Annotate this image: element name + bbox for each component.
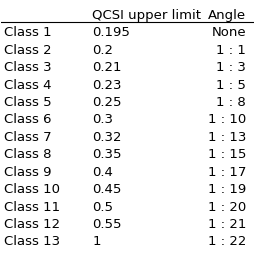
- Text: Class 1: Class 1: [4, 26, 51, 39]
- Text: Class 7: Class 7: [4, 131, 51, 144]
- Text: 1 : 1: 1 : 1: [215, 44, 245, 57]
- Text: 1 : 8: 1 : 8: [215, 96, 245, 109]
- Text: 1 : 15: 1 : 15: [207, 148, 245, 161]
- Text: None: None: [211, 26, 245, 39]
- Text: 0.35: 0.35: [92, 148, 121, 161]
- Text: Angle: Angle: [207, 9, 245, 22]
- Text: Class 12: Class 12: [4, 218, 60, 231]
- Text: 0.45: 0.45: [92, 183, 121, 196]
- Text: 0.2: 0.2: [92, 44, 113, 57]
- Text: 0.4: 0.4: [92, 166, 113, 179]
- Text: Class 8: Class 8: [4, 148, 51, 161]
- Text: 1 : 20: 1 : 20: [207, 201, 245, 214]
- Text: 1 : 5: 1 : 5: [215, 78, 245, 92]
- Text: Class 13: Class 13: [4, 235, 60, 248]
- Text: 1 : 21: 1 : 21: [207, 218, 245, 231]
- Text: Class 5: Class 5: [4, 96, 51, 109]
- Text: 0.25: 0.25: [92, 96, 121, 109]
- Text: QCSI upper limit: QCSI upper limit: [92, 9, 200, 22]
- Text: 1 : 3: 1 : 3: [215, 61, 245, 74]
- Text: 1: 1: [92, 235, 100, 248]
- Text: Class 11: Class 11: [4, 201, 60, 214]
- Text: Class 6: Class 6: [4, 113, 51, 126]
- Text: 1 : 13: 1 : 13: [207, 131, 245, 144]
- Text: 0.32: 0.32: [92, 131, 121, 144]
- Text: Class 2: Class 2: [4, 44, 51, 57]
- Text: 1 : 10: 1 : 10: [207, 113, 245, 126]
- Text: 0.55: 0.55: [92, 218, 121, 231]
- Text: 1 : 22: 1 : 22: [207, 235, 245, 248]
- Text: 0.195: 0.195: [92, 26, 130, 39]
- Text: 0.5: 0.5: [92, 201, 113, 214]
- Text: Class 4: Class 4: [4, 78, 51, 92]
- Text: Class 10: Class 10: [4, 183, 60, 196]
- Text: 1 : 19: 1 : 19: [207, 183, 245, 196]
- Text: Class 9: Class 9: [4, 166, 51, 179]
- Text: Class 3: Class 3: [4, 61, 51, 74]
- Text: 0.21: 0.21: [92, 61, 121, 74]
- Text: 0.23: 0.23: [92, 78, 121, 92]
- Text: 1 : 17: 1 : 17: [207, 166, 245, 179]
- Text: 0.3: 0.3: [92, 113, 113, 126]
